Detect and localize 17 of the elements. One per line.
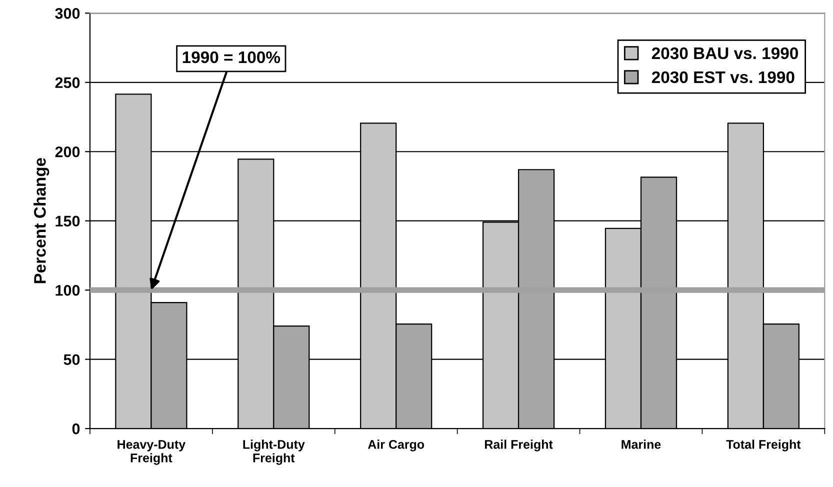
x-tick-label: Total Freight xyxy=(726,440,801,452)
y-tick-label: 250 xyxy=(55,77,80,88)
x-tick-label: Rail Freight xyxy=(485,440,553,452)
x-tick-label: Heavy-Duty Freight xyxy=(118,440,186,465)
x-tick-label: Marine xyxy=(622,440,661,449)
y-tick-label: 200 xyxy=(55,146,80,158)
legend-label: 2030 EST vs. 1990 xyxy=(652,71,794,84)
y-tick-label: 50 xyxy=(64,354,80,366)
y-tick-label: 0 xyxy=(72,423,80,434)
y-axis-title: Percent Change xyxy=(34,158,50,284)
legend-label: 2030 BAU vs. 1990 xyxy=(652,47,798,60)
annotation: 1990 = 100% xyxy=(182,51,280,64)
y-tick-label: 100 xyxy=(56,284,80,296)
y-tick-label: 150 xyxy=(56,216,80,227)
x-tick-label: Air Cargo xyxy=(368,440,424,452)
y-tick-label: 300 xyxy=(55,8,80,19)
x-tick-label: Light-Duty Freight xyxy=(243,440,305,465)
